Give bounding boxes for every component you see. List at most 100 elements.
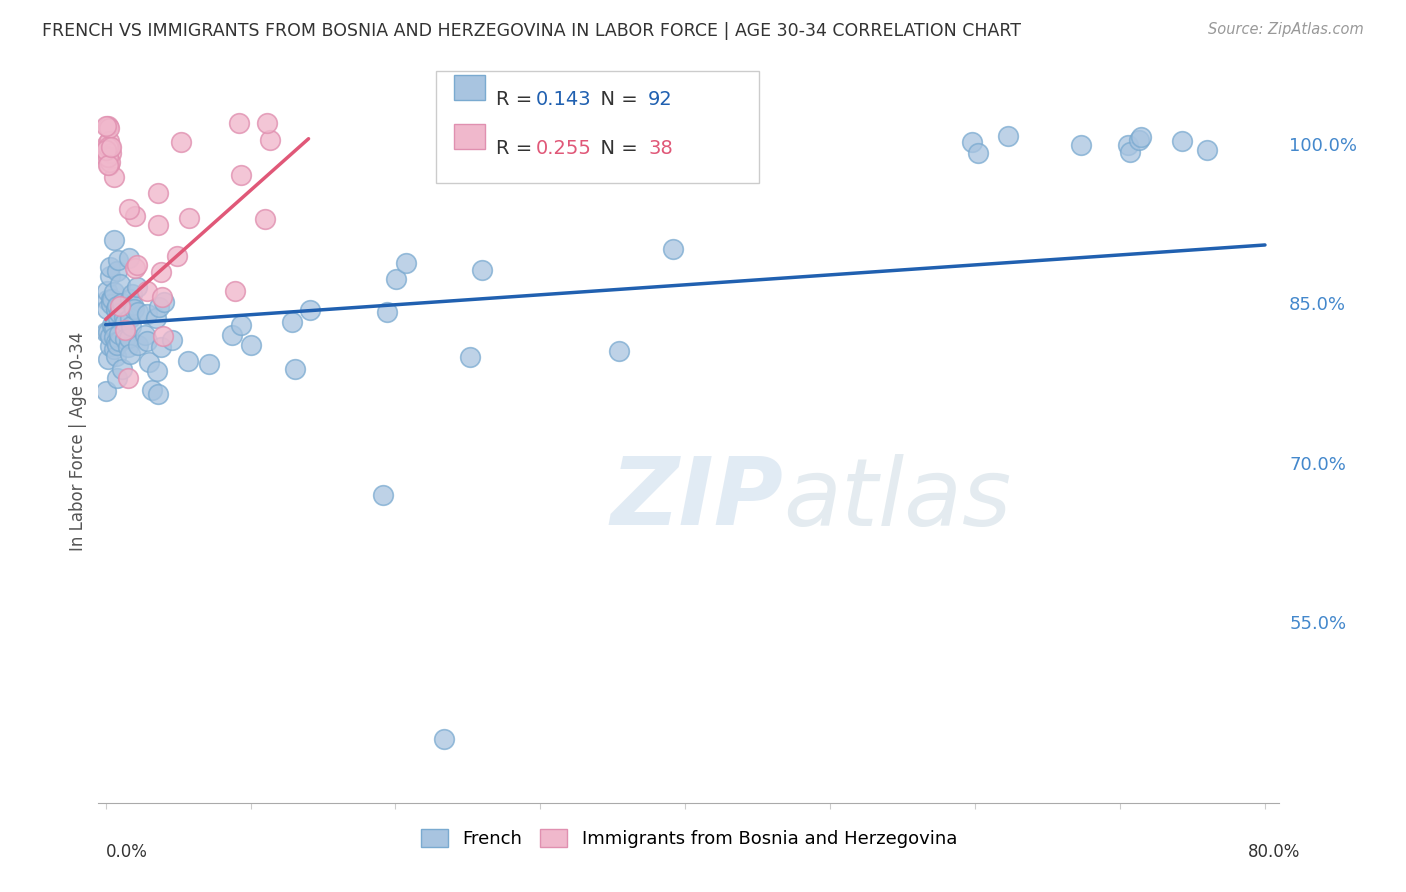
Point xyxy=(107,310,129,325)
Point xyxy=(960,135,983,149)
Point xyxy=(176,353,198,368)
Point xyxy=(122,302,145,317)
Text: 0.143: 0.143 xyxy=(536,90,592,110)
Point xyxy=(458,350,481,364)
Point xyxy=(127,305,149,319)
Point xyxy=(105,338,128,352)
Point xyxy=(471,263,494,277)
Point xyxy=(153,295,176,310)
Text: 80.0%: 80.0% xyxy=(1249,843,1301,861)
Point xyxy=(967,145,990,160)
Text: Source: ZipAtlas.com: Source: ZipAtlas.com xyxy=(1208,22,1364,37)
Point xyxy=(146,364,169,378)
Point xyxy=(97,158,120,172)
Point xyxy=(97,351,120,366)
Point xyxy=(98,120,121,135)
Point xyxy=(1118,138,1140,153)
Text: FRENCH VS IMMIGRANTS FROM BOSNIA AND HERZEGOVINA IN LABOR FORCE | AGE 30-34 CORR: FRENCH VS IMMIGRANTS FROM BOSNIA AND HER… xyxy=(42,22,1021,40)
Point xyxy=(1119,145,1142,160)
Point xyxy=(103,169,125,184)
Point xyxy=(98,158,121,172)
Point xyxy=(97,150,120,164)
Point xyxy=(170,135,193,149)
Point xyxy=(96,137,118,152)
Point xyxy=(105,370,128,384)
Point xyxy=(121,286,143,301)
Text: 38: 38 xyxy=(648,139,673,159)
Point xyxy=(149,265,172,279)
Point xyxy=(108,305,131,319)
Point xyxy=(256,116,278,130)
Point xyxy=(384,271,406,285)
Point xyxy=(111,295,134,310)
Point xyxy=(149,340,172,354)
Point xyxy=(97,140,120,154)
Point xyxy=(284,361,307,376)
Point xyxy=(375,305,398,319)
Point xyxy=(108,327,131,342)
Point xyxy=(166,249,188,263)
Point xyxy=(114,323,136,337)
Point xyxy=(221,328,243,343)
Point xyxy=(98,260,121,275)
Point xyxy=(371,488,394,502)
Point xyxy=(98,269,121,284)
Point xyxy=(103,319,125,334)
Point xyxy=(1070,137,1092,152)
Y-axis label: In Labor Force | Age 30-34: In Labor Force | Age 30-34 xyxy=(69,332,87,551)
Point xyxy=(107,252,129,267)
Point xyxy=(98,339,121,353)
Text: 0.0%: 0.0% xyxy=(105,843,148,861)
Point xyxy=(145,310,167,325)
Point xyxy=(395,256,418,270)
Point xyxy=(136,307,159,321)
Point xyxy=(259,133,281,147)
Point xyxy=(125,258,148,272)
Point xyxy=(118,311,141,326)
Point xyxy=(152,329,174,343)
Text: R =: R = xyxy=(496,90,538,110)
Point xyxy=(98,328,121,343)
Point xyxy=(103,320,125,334)
Text: R =: R = xyxy=(496,139,538,159)
Point xyxy=(231,168,253,182)
Point xyxy=(240,338,263,352)
Point xyxy=(253,211,276,226)
Point xyxy=(117,371,139,385)
Point xyxy=(96,150,118,164)
Point xyxy=(118,347,141,361)
Point xyxy=(100,297,122,311)
Point xyxy=(135,284,157,298)
Point xyxy=(1171,134,1194,148)
Text: 0.255: 0.255 xyxy=(536,139,592,159)
Point xyxy=(105,302,128,317)
Text: 92: 92 xyxy=(648,90,673,110)
Point xyxy=(118,293,141,307)
Point xyxy=(105,349,128,363)
Point xyxy=(103,330,125,344)
Text: atlas: atlas xyxy=(783,454,1012,545)
Point xyxy=(118,251,141,265)
Point xyxy=(124,261,146,276)
Point xyxy=(96,384,118,398)
Point xyxy=(96,285,118,299)
Point xyxy=(177,211,200,225)
Point xyxy=(118,330,141,344)
Point xyxy=(197,357,219,371)
Text: N =: N = xyxy=(588,139,644,159)
Legend: French, Immigrants from Bosnia and Herzegovina: French, Immigrants from Bosnia and Herze… xyxy=(413,822,965,855)
Point xyxy=(103,342,125,356)
Point xyxy=(101,318,124,332)
Point xyxy=(148,300,170,314)
Point xyxy=(997,128,1019,143)
Point xyxy=(110,299,132,313)
Point xyxy=(97,325,120,339)
Point xyxy=(117,340,139,354)
Point xyxy=(134,328,156,343)
Point xyxy=(98,134,121,148)
Point xyxy=(136,334,159,348)
Point xyxy=(110,277,132,292)
Point xyxy=(138,354,160,368)
Point xyxy=(124,209,146,223)
Point xyxy=(228,116,250,130)
